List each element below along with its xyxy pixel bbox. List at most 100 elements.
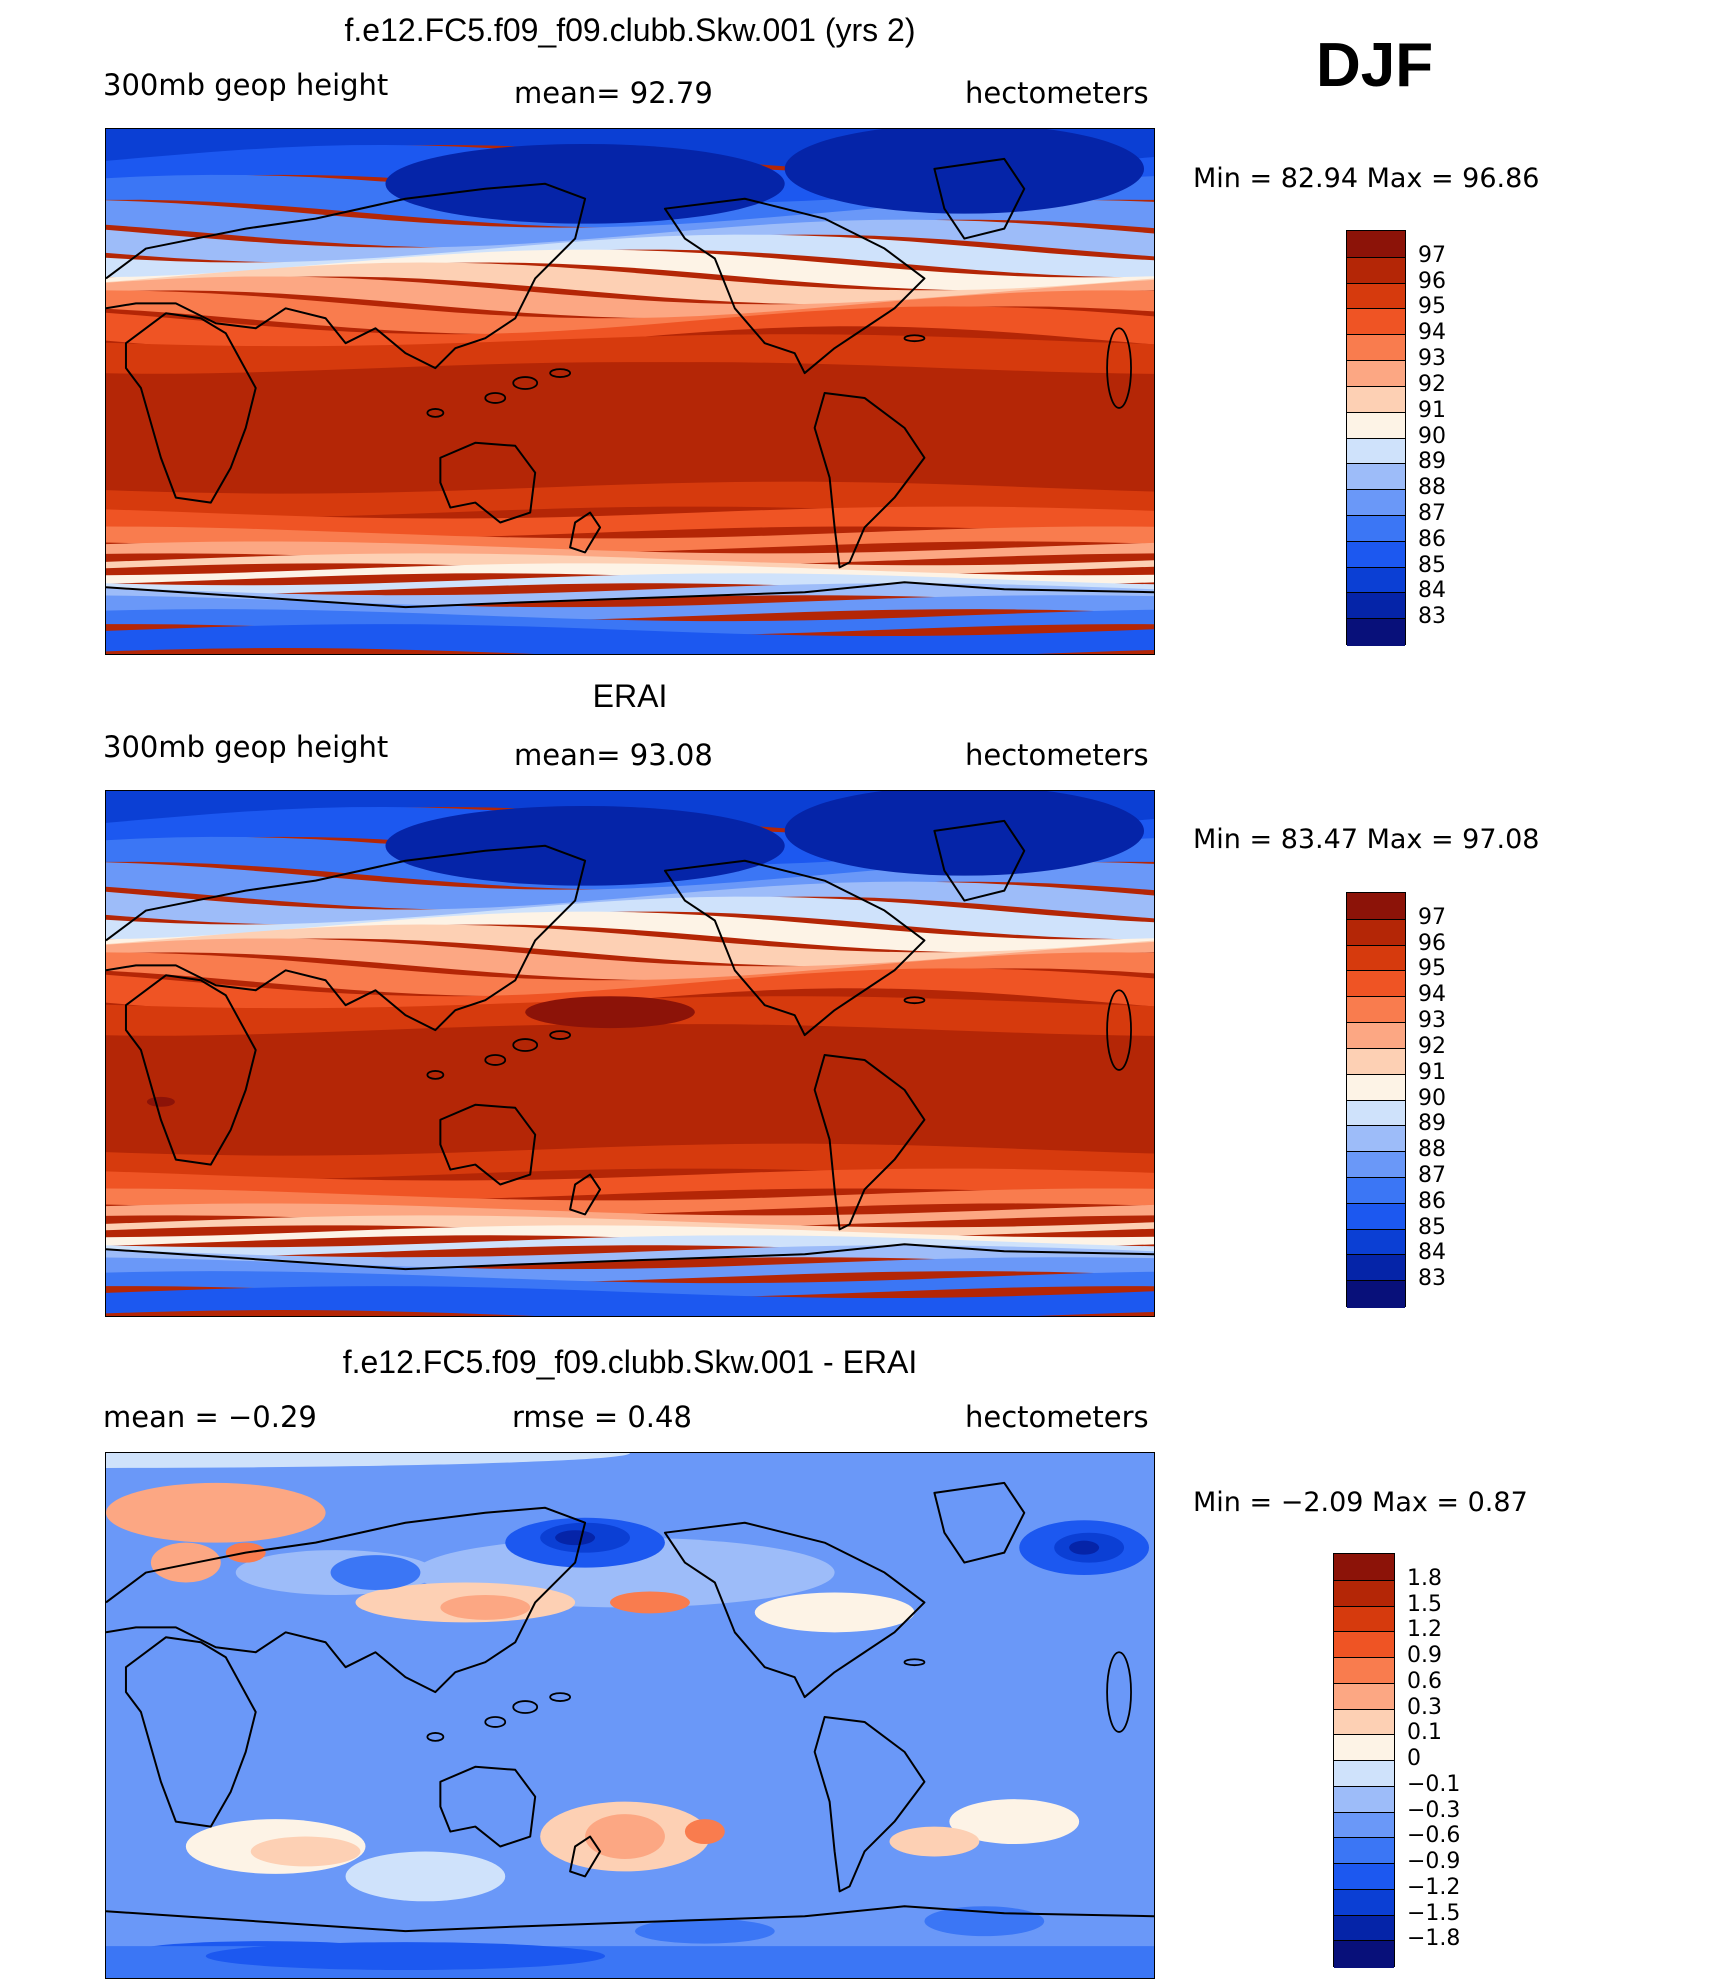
colorbar-tick-label: 89 xyxy=(1418,1111,1446,1137)
season-label: DJF xyxy=(1316,31,1434,100)
colorbar-tick-label: 84 xyxy=(1418,1240,1446,1266)
colorbar-tick-label: 85 xyxy=(1418,1214,1446,1240)
colorbar-tick-label: 83 xyxy=(1418,1266,1446,1292)
colorbar-tick-label: −0.1 xyxy=(1407,1771,1461,1797)
panel-3-minmax: Min = −2.09 Max = 0.87 xyxy=(1193,1487,1528,1518)
colorbar-tick-label: 84 xyxy=(1418,578,1446,604)
colorbar-tick-label: 91 xyxy=(1418,1059,1446,1085)
colorbar-tick-label: 1.8 xyxy=(1407,1565,1442,1591)
colorbar-swatch xyxy=(1347,1022,1405,1050)
colorbar-tick-label: −1.2 xyxy=(1407,1874,1461,1900)
panel-2-map-svg xyxy=(106,791,1154,1316)
colorbar-tick-label: 96 xyxy=(1418,268,1446,294)
colorbar-tick-label: 0.6 xyxy=(1407,1668,1442,1694)
colorbar-swatch xyxy=(1347,437,1405,465)
colorbar-swatch xyxy=(1347,970,1405,998)
panel-1-units-label: hectometers xyxy=(965,76,1149,110)
colorbar-swatch xyxy=(1347,282,1405,310)
panel-1-variable-label: 300mb geop height xyxy=(103,68,389,102)
panel-3-rmse-label: rmse = 0.48 xyxy=(512,1400,692,1434)
panel-2-variable-label: 300mb geop height xyxy=(103,730,389,764)
colorbar-tick-label: 91 xyxy=(1418,397,1446,423)
colorbar-swatch xyxy=(1347,1073,1405,1101)
panel-2-units-label: hectometers xyxy=(965,738,1149,772)
colorbar-swatch xyxy=(1347,592,1405,620)
colorbar-swatch xyxy=(1334,1940,1394,1968)
colorbar-swatch xyxy=(1347,944,1405,972)
colorbar-swatch xyxy=(1347,411,1405,439)
colorbar-swatch xyxy=(1347,918,1405,947)
colorbar-swatch xyxy=(1334,1888,1394,1916)
colorbar-tick-label: 88 xyxy=(1418,1137,1446,1163)
colorbar-tick-label: 87 xyxy=(1418,500,1446,526)
panel-1-colorbar xyxy=(1346,230,1406,646)
colorbar-swatch xyxy=(1347,1047,1405,1076)
colorbar-tick-label: 92 xyxy=(1418,371,1446,397)
colorbar-swatch xyxy=(1347,1202,1405,1231)
colorbar-swatch xyxy=(1334,1760,1394,1788)
colorbar-swatch xyxy=(1347,308,1405,336)
colorbar-tick-label: 92 xyxy=(1418,1033,1446,1059)
colorbar-swatch xyxy=(1334,1914,1394,1942)
panel-1-title: f.e12.FC5.f09_f09.clubb.Skw.001 (yrs 2) xyxy=(344,12,916,48)
colorbar-swatch xyxy=(1347,463,1405,491)
colorbar-swatch xyxy=(1334,1708,1394,1736)
panel-2-title: ERAI xyxy=(592,678,668,714)
colorbar-tick-label: −1.5 xyxy=(1407,1900,1461,1926)
colorbar-tick-label: 0.1 xyxy=(1407,1720,1442,1746)
colorbar-tick-label: 0.3 xyxy=(1407,1694,1442,1720)
colorbar-swatch xyxy=(1334,1863,1394,1891)
colorbar-swatch xyxy=(1334,1579,1394,1607)
colorbar-tick-label: −0.9 xyxy=(1407,1849,1461,1874)
colorbar-tick-label: −0.6 xyxy=(1407,1823,1461,1849)
panel-1-map xyxy=(105,128,1155,655)
colorbar-swatch xyxy=(1334,1631,1394,1659)
panel-3-mean-label: mean = −0.29 xyxy=(103,1400,317,1434)
colorbar-tick-label: −0.3 xyxy=(1407,1797,1461,1823)
colorbar-tick-label: 95 xyxy=(1418,294,1446,320)
panel-2-mean-label: mean= 93.08 xyxy=(514,738,713,772)
colorbar-tick-label: 88 xyxy=(1418,475,1446,501)
colorbar-tick-label: 90 xyxy=(1418,1085,1446,1111)
colorbar-swatch xyxy=(1347,514,1405,543)
colorbar-swatch xyxy=(1347,1125,1405,1153)
colorbar-tick-label: 94 xyxy=(1418,982,1446,1008)
colorbar-tick-label: 1.5 xyxy=(1407,1591,1442,1617)
colorbar-swatch xyxy=(1334,1785,1394,1813)
colorbar-swatch xyxy=(1347,618,1405,646)
colorbar-swatch xyxy=(1347,996,1405,1024)
colorbar-tick-label: 97 xyxy=(1418,904,1446,930)
colorbar-swatch xyxy=(1347,1176,1405,1205)
colorbar-swatch xyxy=(1334,1682,1394,1710)
panel-3-colorbar xyxy=(1333,1553,1395,1968)
panel-1-minmax: Min = 82.94 Max = 96.86 xyxy=(1193,163,1540,194)
panel-3-title: f.e12.FC5.f09_f09.clubb.Skw.001 - ERAI xyxy=(342,1344,918,1380)
colorbar-swatch xyxy=(1347,1280,1405,1308)
colorbar-swatch xyxy=(1347,385,1405,414)
colorbar-tick-label: 1.2 xyxy=(1407,1617,1442,1643)
colorbar-tick-label: 94 xyxy=(1418,320,1446,346)
colorbar-tick-label: 0 xyxy=(1407,1746,1421,1771)
colorbar-swatch xyxy=(1347,1151,1405,1179)
colorbar-tick-label: 95 xyxy=(1418,956,1446,982)
colorbar-tick-label: 83 xyxy=(1418,604,1446,630)
panel-3-map xyxy=(105,1452,1155,1979)
colorbar-swatch xyxy=(1334,1837,1394,1865)
panel-3-map-svg xyxy=(106,1453,1154,1978)
panel-2-minmax: Min = 83.47 Max = 97.08 xyxy=(1193,824,1540,855)
colorbar-swatch xyxy=(1347,1228,1405,1256)
colorbar-swatch xyxy=(1347,540,1405,569)
colorbar-tick-label: 96 xyxy=(1418,930,1446,956)
colorbar-tick-label: 90 xyxy=(1418,423,1446,449)
colorbar-swatch xyxy=(1347,893,1405,920)
colorbar-tick-label: 86 xyxy=(1418,526,1446,552)
colorbar-swatch xyxy=(1347,256,1405,285)
colorbar-swatch xyxy=(1347,1254,1405,1282)
colorbar-tick-label: 86 xyxy=(1418,1188,1446,1214)
colorbar-tick-label: 0.9 xyxy=(1407,1643,1442,1668)
colorbar-swatch xyxy=(1334,1657,1394,1685)
colorbar-swatch xyxy=(1334,1811,1394,1839)
panel-1-mean-label: mean= 92.79 xyxy=(514,76,713,110)
colorbar-tick-label: 89 xyxy=(1418,449,1446,475)
colorbar-swatch xyxy=(1347,360,1405,388)
